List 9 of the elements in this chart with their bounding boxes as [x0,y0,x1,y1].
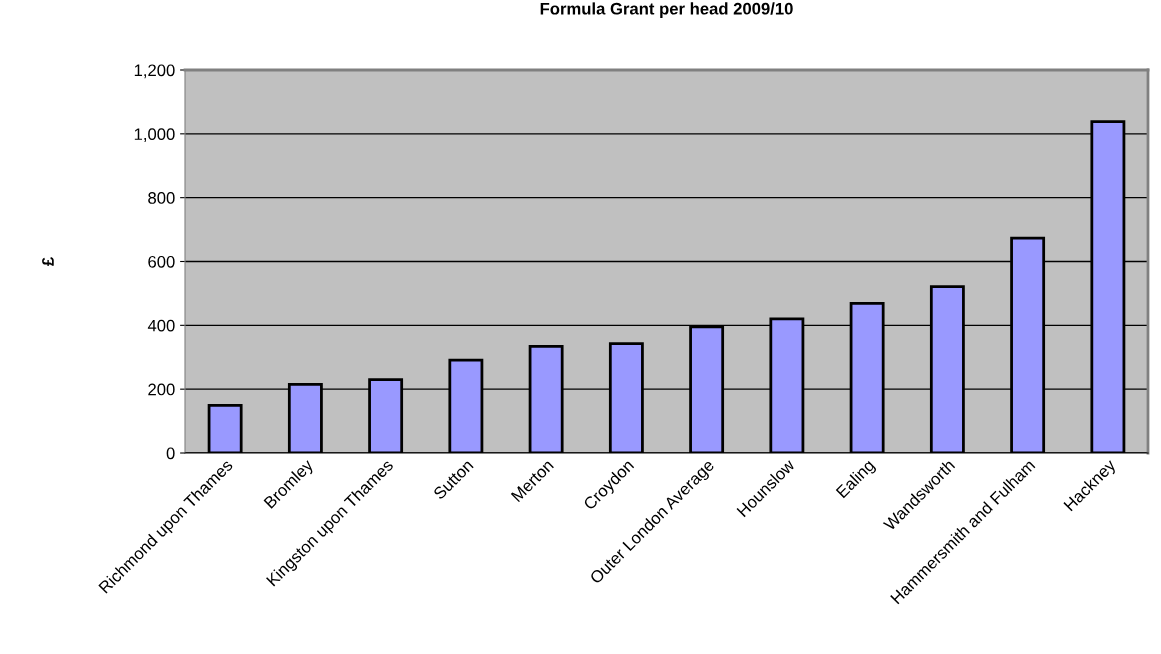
y-tick-label: 1,200 [134,64,175,79]
y-tick-label: 400 [147,319,175,332]
y-tick-label: 600 [148,255,175,268]
y-tick-label: 0 [166,447,175,460]
y-tick-label: 800 [148,192,175,204]
chart-title: Formula Grant per head 2009/10 [540,2,793,18]
y-tick-label: 200 [148,383,175,396]
y-tick-label: 1,000 [134,128,175,143]
y-axis-title: £ [42,257,54,266]
